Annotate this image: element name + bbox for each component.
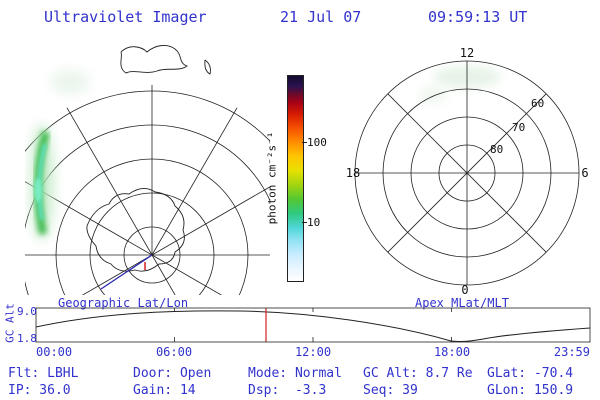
xtick-2359: 23:59 — [553, 345, 590, 359]
mlat-label-70: 70 — [512, 121, 525, 134]
colorbar-tick-10-mark — [302, 222, 307, 223]
geographic-map — [25, 45, 270, 295]
gcalt-strip-chart — [35, 307, 591, 343]
gcalt-curve — [35, 310, 591, 342]
caption-apex: Apex MLat/MLT — [415, 296, 509, 310]
mlat-label-80: 80 — [490, 143, 503, 156]
status-dsp: Dsp: -3.3 — [248, 383, 327, 398]
status-gcalt: GC Alt: 8.7 Re — [363, 366, 473, 381]
status-door: Door: Open — [133, 366, 212, 381]
app-title: Ultraviolet Imager — [44, 8, 207, 26]
status-seq: Seq: 39 — [363, 383, 418, 398]
gcalt-axis-label: GC Alt — [3, 303, 17, 343]
caption-geographic: Geographic Lat/Lon — [58, 296, 189, 310]
strip-frame — [35, 307, 591, 343]
header-date: 21 Jul 07 — [280, 8, 362, 26]
status-flt: Flt: LBHL — [8, 366, 79, 381]
colorbar-units-label: photon cm⁻²s⁻¹ — [265, 131, 279, 225]
faint-airglow-patch — [50, 70, 90, 94]
xtick-1200: 12:00 — [294, 345, 332, 359]
strip-ticks — [174, 308, 452, 342]
colorbar-gradient — [287, 75, 304, 282]
apex-polar-plot: 12 18 6 0 60 70 80 — [346, 46, 589, 295]
coastlines — [86, 45, 211, 272]
status-gain: Gain: 14 — [133, 383, 196, 398]
colorbar-tick-100-label: 100 — [307, 136, 327, 149]
colorbar-tick-100-mark — [302, 142, 307, 143]
status-mode: Mode: Normal — [248, 366, 342, 381]
xtick-1800: 18:00 — [433, 345, 471, 359]
map-graticule — [25, 85, 270, 295]
mlt-label-6: 6 — [581, 166, 588, 180]
mlt-label-0: 0 — [461, 283, 468, 295]
xtick-0000: 00:00 — [36, 345, 73, 359]
ytick-9: 9.0 — [17, 305, 37, 318]
mlt-label-12: 12 — [460, 46, 474, 60]
header-time: 09:59:13 UT — [428, 8, 528, 26]
polar-graticule — [354, 60, 580, 286]
mlat-label-60: 60 — [531, 97, 544, 110]
ytick-1-8: 1.8 — [17, 332, 37, 345]
orbit-track — [100, 254, 153, 290]
mlt-label-18: 18 — [346, 166, 360, 180]
polar-labels: 12 18 6 0 60 70 80 — [346, 46, 589, 295]
xtick-0600: 06:00 — [155, 345, 193, 359]
status-glat: GLat: -70.4 — [487, 366, 574, 381]
status-ip: IP: 36.0 — [8, 383, 71, 398]
status-glon: GLon: 150.9 — [487, 383, 574, 398]
aurora-emission — [30, 124, 54, 240]
faint-emission-patch — [419, 87, 447, 103]
colorbar-tick-10-label: 10 — [307, 216, 321, 229]
